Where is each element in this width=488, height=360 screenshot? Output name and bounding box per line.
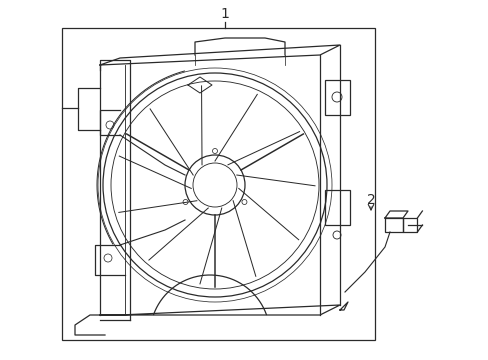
Bar — [402, 218, 417, 232]
Bar — [384, 218, 402, 232]
Circle shape — [193, 163, 237, 207]
Circle shape — [184, 155, 244, 215]
Bar — [325, 80, 349, 115]
Bar — [62, 28, 374, 340]
Bar — [325, 190, 349, 225]
Text: 1: 1 — [220, 7, 229, 21]
Text: 2: 2 — [366, 193, 375, 207]
